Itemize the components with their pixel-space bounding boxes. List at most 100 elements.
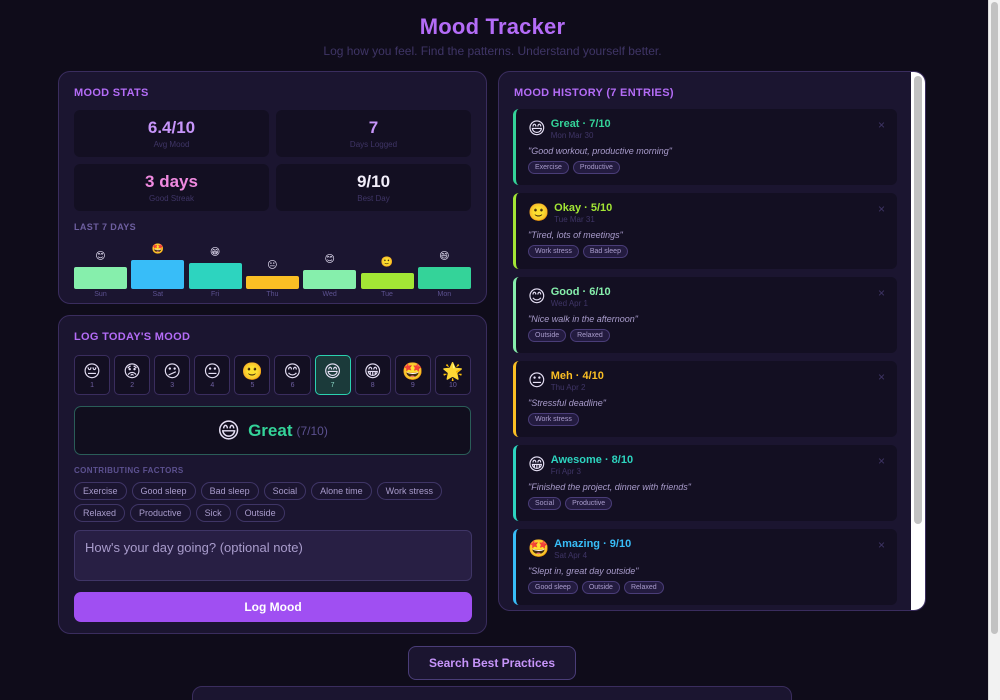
delete-entry-icon[interactable]: × bbox=[877, 202, 885, 216]
history-entry-tag: Productive bbox=[565, 497, 613, 510]
delete-entry-icon[interactable]: × bbox=[877, 538, 885, 552]
factor-chip-social[interactable]: Social bbox=[263, 482, 307, 500]
stat-good-streak: 3 days Good Streak bbox=[74, 164, 269, 211]
history-entry-tags: Good sleep Outside Relaxed bbox=[528, 581, 885, 594]
page-scrollbar-thumb[interactable] bbox=[991, 2, 998, 634]
mood-note-input[interactable] bbox=[74, 530, 472, 581]
mood-option-number: 3 bbox=[170, 381, 175, 389]
chart-day-label: Fri bbox=[211, 291, 220, 298]
mood-history-title: Mood History (7 entries) bbox=[514, 87, 674, 99]
mood-option-number: 5 bbox=[250, 381, 255, 389]
chart-bar-emoji: 🙂 bbox=[380, 257, 394, 268]
mood-option-9[interactable]: 🤩 9 bbox=[394, 355, 431, 395]
bottom-panel bbox=[192, 686, 792, 700]
mood-option-number: 4 bbox=[210, 381, 215, 389]
history-entry-note: "Finished the project, dinner with frien… bbox=[528, 482, 691, 492]
history-entry-emoji: 🤩 bbox=[528, 539, 550, 558]
history-entry-heading: Meh · 4/10 Thu Apr 2 bbox=[551, 370, 604, 392]
history-entry-emoji: 🙂 bbox=[528, 203, 550, 222]
stat-label: Days Logged bbox=[349, 140, 398, 149]
history-entry: 😊 Good · 6/10 Wed Apr 1 "Nice walk in the a… bbox=[513, 277, 897, 353]
mood-option-number: 7 bbox=[330, 381, 335, 389]
mood-option-emoji: 😕 bbox=[163, 361, 182, 381]
history-entry-title: Awesome · 8/10 bbox=[550, 454, 634, 466]
mood-option-emoji: 😁 bbox=[363, 361, 382, 381]
history-entry: 😐 Meh · 4/10 Thu Apr 2 "Stressful deadline"… bbox=[513, 361, 897, 437]
stat-label: Avg Mood bbox=[153, 140, 190, 149]
history-entry-tags: Social Productive bbox=[528, 497, 885, 510]
factor-chip-bad-sleep[interactable]: Bad sleep bbox=[200, 482, 259, 500]
factor-chip-exercise[interactable]: Exercise bbox=[74, 482, 127, 500]
factor-chip-sick[interactable]: Sick bbox=[195, 504, 231, 522]
mood-option-emoji: 😔 bbox=[83, 361, 101, 381]
history-entry-tag: Outside bbox=[528, 329, 567, 342]
delete-entry-icon[interactable]: × bbox=[877, 118, 885, 132]
stat-value: 3 days bbox=[145, 172, 198, 191]
history-entry-tag: Good sleep bbox=[528, 581, 578, 594]
history-entry-header: 😐 Meh · 4/10 Thu Apr 2 bbox=[528, 370, 885, 392]
stat-label: Good Streak bbox=[149, 194, 194, 203]
mood-option-8[interactable]: 😁 8 bbox=[354, 355, 391, 395]
mood-option-5[interactable]: 🙂 5 bbox=[234, 355, 271, 395]
chart-bar-group: 🙂 bbox=[360, 257, 414, 289]
history-entry-heading: Amazing · 9/10 Sat Apr 4 bbox=[554, 538, 631, 560]
history-entry-emoji: 😊 bbox=[528, 287, 546, 306]
app-header: Mood Tracker Log how you feel. Find the … bbox=[0, 14, 985, 58]
mood-option-7[interactable]: 😄 7 bbox=[314, 355, 351, 395]
chart-bar-group: 🤩 bbox=[131, 244, 185, 289]
history-entry-date: Thu Apr 2 bbox=[550, 383, 586, 392]
chart-bar-emoji: 😊 bbox=[95, 250, 106, 262]
history-entry-note: "Good workout, productive morning" bbox=[528, 146, 672, 156]
history-entry-date: Tue Mar 31 bbox=[554, 215, 595, 224]
history-entry-heading: Awesome · 8/10 Fri Apr 3 bbox=[551, 454, 633, 476]
history-entry-header: 🙂 Okay · 5/10 Tue Mar 31 bbox=[528, 202, 885, 224]
mood-option-number: 9 bbox=[410, 381, 415, 389]
mood-option-number: 2 bbox=[130, 381, 135, 389]
mood-history-panel: Mood History (7 entries) 😄 Great · 7/10 Mo… bbox=[498, 71, 926, 611]
mood-picker: 😔 1 😟 2 😕 3 😐 4 🙂 5 😊 6 😄 7 😁 8 🤩 9 🌟 10 bbox=[74, 355, 471, 395]
mood-option-2[interactable]: 😟 2 bbox=[114, 355, 151, 395]
mood-option-1[interactable]: 😔 1 bbox=[74, 355, 111, 395]
chart-bar-emoji: 🤩 bbox=[151, 244, 165, 256]
delete-entry-icon[interactable]: × bbox=[877, 370, 885, 384]
mood-option-3[interactable]: 😕 3 bbox=[154, 355, 191, 395]
stat-avg-mood: 6.4/10 Avg Mood bbox=[74, 110, 269, 157]
mood-option-emoji: 😊 bbox=[283, 361, 302, 381]
history-entry-note: "Slept in, great day outside" bbox=[528, 566, 639, 576]
history-entry-tag: Work stress bbox=[528, 245, 579, 258]
delete-entry-icon[interactable]: × bbox=[877, 286, 885, 300]
mood-option-emoji: 😄 bbox=[323, 361, 342, 381]
page-scrollbar[interactable] bbox=[988, 0, 1000, 700]
factor-chip-relaxed[interactable]: Relaxed bbox=[74, 504, 126, 522]
history-entry-heading: Good · 6/10 Wed Apr 1 bbox=[551, 286, 611, 308]
mood-option-emoji: 😟 bbox=[123, 361, 141, 381]
mood-option-10[interactable]: 🌟 10 bbox=[434, 355, 471, 395]
history-scrollbar-thumb[interactable] bbox=[914, 76, 922, 524]
history-entry: 😄 Great · 7/10 Mon Mar 30 "Good workout, pr… bbox=[513, 109, 897, 185]
chart-bar-emoji: 😁 bbox=[209, 247, 221, 259]
history-entry-header: 😊 Good · 6/10 Wed Apr 1 bbox=[528, 286, 885, 308]
history-entry-tags: Exercise Productive bbox=[528, 161, 885, 174]
factor-chip-alone-time[interactable]: Alone time bbox=[311, 482, 372, 500]
log-mood-button[interactable]: Log Mood bbox=[74, 592, 472, 622]
chart-day-label: Sat bbox=[152, 291, 164, 298]
selected-mood-score: (7/10) bbox=[296, 423, 328, 438]
chart-bar-group: 😐 bbox=[245, 260, 299, 289]
stat-days-logged: 7 Days Logged bbox=[276, 110, 471, 157]
log-mood-panel: Log Today's Mood 😔 1 😟 2 😕 3 😐 4 🙂 5 😊 6 😄 7 😁 8 🤩 9 🌟 10 😄… bbox=[58, 315, 487, 634]
history-entry-tag: Bad sleep bbox=[582, 245, 628, 258]
mood-option-4[interactable]: 😐 4 bbox=[194, 355, 231, 395]
history-scrollbar[interactable] bbox=[911, 72, 925, 610]
factor-chip-work-stress[interactable]: Work stress bbox=[376, 482, 442, 500]
factor-chip-outside[interactable]: Outside bbox=[235, 504, 285, 522]
stat-label: Best Day bbox=[357, 194, 390, 203]
factor-chip-good-sleep[interactable]: Good sleep bbox=[131, 482, 196, 500]
factor-chip-productive[interactable]: Productive bbox=[130, 504, 191, 522]
chart-bar-group: 😊 bbox=[74, 251, 127, 289]
history-entry-header: 😄 Great · 7/10 Mon Mar 30 bbox=[528, 118, 885, 140]
search-best-practices-button[interactable]: Search Best Practices bbox=[408, 646, 576, 680]
chart-bar bbox=[131, 260, 185, 289]
chart-bar bbox=[188, 263, 242, 289]
delete-entry-icon[interactable]: × bbox=[877, 454, 885, 468]
mood-option-6[interactable]: 😊 6 bbox=[274, 355, 311, 395]
